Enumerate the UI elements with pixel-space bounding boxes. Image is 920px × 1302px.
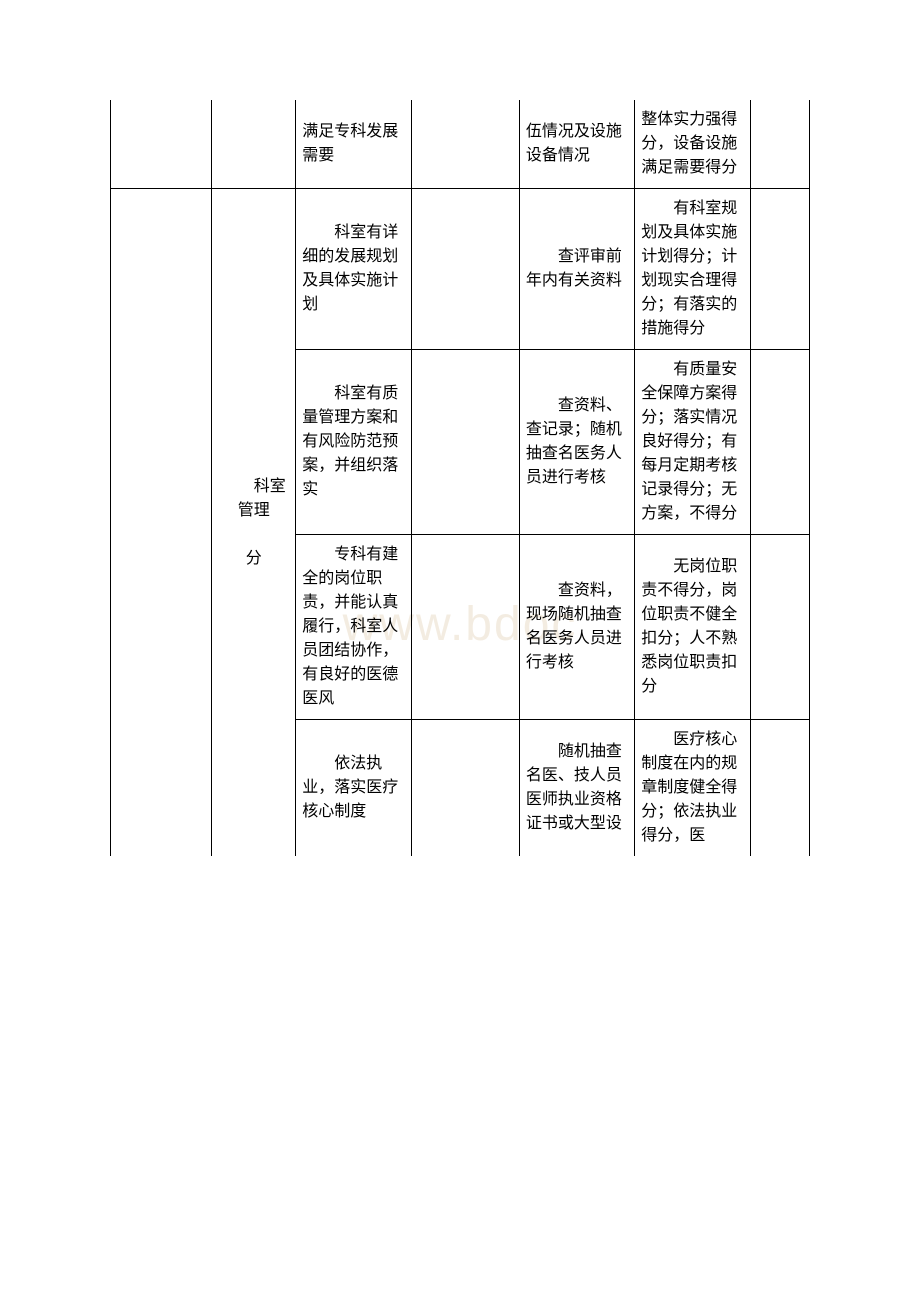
cell: [411, 535, 519, 720]
cell-text: 医疗核心制度在内的规章制度健全得分；依法执业得分，医: [641, 728, 743, 848]
cell: [750, 350, 809, 535]
cell-text: 随机抽查名医、技人员医师执业资格证书或大型设: [526, 740, 628, 836]
cell: 满足专科发展需要: [296, 100, 411, 189]
cell: [411, 350, 519, 535]
cell: 无岗位职责不得分，岗位职责不健全扣分；人不熟悉岗位职责扣分: [635, 535, 750, 720]
cell: 查资料，现场随机抽查名医务人员进行考核: [519, 535, 634, 720]
cell-category: 科室管理 分: [212, 189, 296, 857]
cell-text: 有质量安全保障方案得分；落实情况良好得分；有每月定期考核记录得分；无方案，不得分: [641, 358, 743, 526]
cell: 查资料、查记录；随机抽查名医务人员进行考核: [519, 350, 634, 535]
cell: 科室有详细的发展规划及具体实施计划: [296, 189, 411, 350]
cell-text: 专科有建全的岗位职责，并能认真履行，科室人员团结协作，有良好的医德医风: [302, 543, 404, 711]
cell: 科室有质量管理方案和有风险防范预案，并组织落实: [296, 350, 411, 535]
cell: 伍情况及设施设备情况: [519, 100, 634, 189]
cell: [111, 100, 212, 189]
cell-text: 有科室规划及具体实施计划得分；计划现实合理得分；有落实的措施得分: [641, 197, 743, 341]
cell: 查评审前年内有关资料: [519, 189, 634, 350]
cell-text: 科室有质量管理方案和有风险防范预案，并组织落实: [302, 382, 404, 502]
cell: [750, 189, 809, 350]
cell: [411, 720, 519, 857]
cell-text: 分: [246, 550, 262, 567]
table-row: 满足专科发展需要 伍情况及设施设备情况 整体实力强得分，设备设施满足需要得分: [111, 100, 810, 189]
cell: [750, 720, 809, 857]
cell: 随机抽查名医、技人员医师执业资格证书或大型设: [519, 720, 634, 857]
cell: [750, 535, 809, 720]
cell-text: 查评审前年内有关资料: [526, 245, 628, 293]
cell-text: 查资料，现场随机抽查名医务人员进行考核: [526, 579, 628, 675]
cell-text: 查资料、查记录；随机抽查名医务人员进行考核: [526, 394, 628, 490]
cell: 医疗核心制度在内的规章制度健全得分；依法执业得分，医: [635, 720, 750, 857]
cell-text: 依法执业，落实医疗核心制度: [302, 752, 404, 824]
table-row: 科室管理 分 科室有详细的发展规划及具体实施计划 查评审前年内有关资料 有科室规…: [111, 189, 810, 350]
cell: [411, 100, 519, 189]
cell: [411, 189, 519, 350]
cell: [212, 100, 296, 189]
cell: 有质量安全保障方案得分；落实情况良好得分；有每月定期考核记录得分；无方案，不得分: [635, 350, 750, 535]
cell-text: 无岗位职责不得分，岗位职责不健全扣分；人不熟悉岗位职责扣分: [641, 555, 743, 699]
cell: [750, 100, 809, 189]
cell-text: 科室管理: [218, 475, 289, 523]
evaluation-table: 满足专科发展需要 伍情况及设施设备情况 整体实力强得分，设备设施满足需要得分 科…: [110, 100, 810, 856]
cell: 整体实力强得分，设备设施满足需要得分: [635, 100, 750, 189]
cell: 依法执业，落实医疗核心制度: [296, 720, 411, 857]
cell-text: 科室有详细的发展规划及具体实施计划: [302, 221, 404, 317]
cell: [111, 189, 212, 857]
cell: 有科室规划及具体实施计划得分；计划现实合理得分；有落实的措施得分: [635, 189, 750, 350]
cell: 专科有建全的岗位职责，并能认真履行，科室人员团结协作，有良好的医德医风: [296, 535, 411, 720]
